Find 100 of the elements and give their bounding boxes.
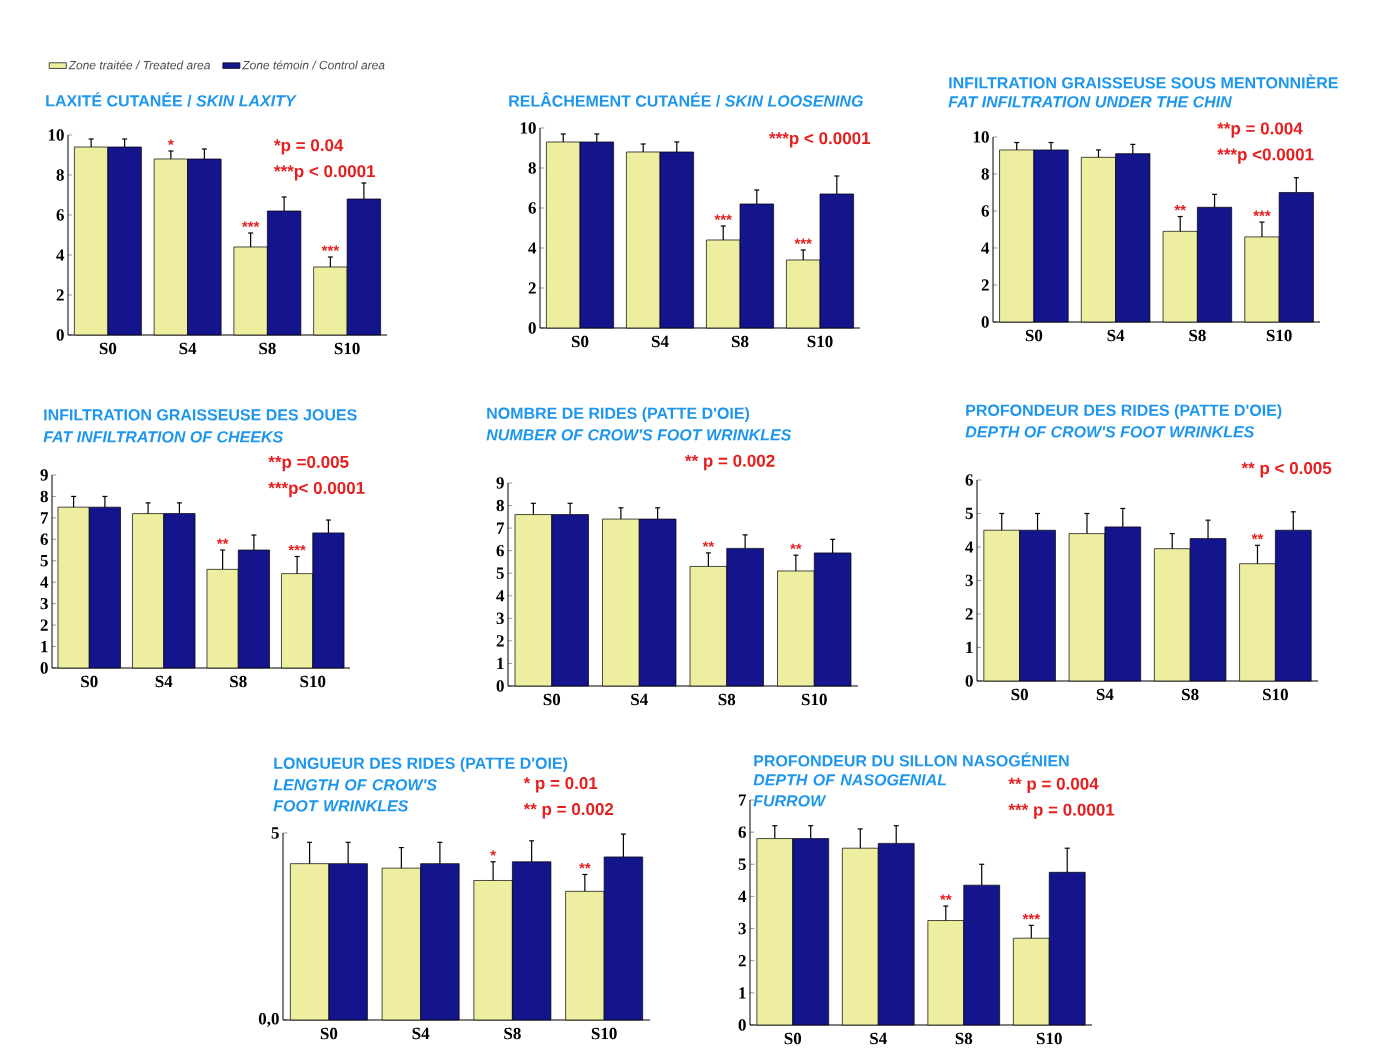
y-tick-label: 4 — [965, 541, 974, 553]
x-tick-label: S8 — [731, 335, 749, 348]
y-tick-label: 7 — [496, 522, 505, 534]
annotation: ** — [579, 862, 591, 869]
annotation: * — [490, 850, 497, 856]
x-tick-label: S0 — [1011, 688, 1028, 701]
chart-title: NOMBRE DE RIDES (PATTE D'OIE) — [487, 407, 750, 423]
annotation: ** — [1251, 533, 1264, 540]
x-tick-label: S4 — [651, 335, 669, 348]
text: ** p < 0.005 — [1241, 462, 1332, 478]
annotation: *** — [321, 245, 340, 252]
text: ** p = 0.004 — [1008, 777, 1099, 794]
y-tick-label: 2 — [496, 635, 504, 647]
legend-label: Zone traitée / Treated area — [68, 60, 211, 70]
y-tick-label: 4 — [40, 576, 49, 588]
x-tick-label: S4 — [870, 1032, 887, 1045]
annotation: *** — [1022, 913, 1041, 920]
y-tick-label: 2 — [981, 279, 989, 291]
y-tick-label: 1 — [41, 640, 48, 653]
y-tick-label: 6 — [40, 533, 48, 546]
annotation: ***p< 0.0001 — [268, 481, 365, 498]
y-tick-label: 5 — [965, 507, 973, 520]
y-tick-label: 5 — [40, 555, 48, 567]
y-tick-label: 3 — [496, 612, 504, 625]
x-tick-label: S8 — [718, 693, 736, 706]
y-tick-label: 8 — [40, 490, 48, 503]
x-tick-label: S8 — [1182, 688, 1199, 701]
x-tick-label: S10 — [1263, 688, 1288, 701]
chart-title: RELÂCHEMENT CUTANÉE / SKIN LOOSENING — [509, 92, 863, 107]
y-tick-label: 4 — [738, 890, 747, 903]
y-tick-label: 2 — [40, 619, 48, 631]
annotation: * — [168, 139, 174, 146]
y-tick-label: 5 — [738, 858, 746, 870]
annotation: *p = 0.04 — [274, 139, 344, 155]
x-tick-label: S4 — [179, 342, 197, 355]
y-tick-label: 0 — [965, 675, 973, 687]
y-tick-label: 8 — [56, 169, 64, 181]
y-tick-label: 6 — [528, 202, 536, 214]
y-tick-label: 4 — [981, 242, 990, 254]
y-tick-label: 0 — [40, 662, 48, 674]
x-tick-label: S8 — [230, 675, 247, 688]
chart-title: INFILTRATION GRAISSEUSE DES JOUES — [44, 409, 357, 421]
y-tick-label: 5 — [271, 827, 279, 839]
y-tick-label: 8 — [496, 499, 504, 512]
chart-subtitle: FAT INFILTRATION UNDER THE CHIN — [948, 96, 1232, 108]
annotation: ***p < 0.0001 — [274, 165, 376, 181]
x-tick-label: S4 — [631, 693, 648, 706]
chart-subtitle: DEPTH OF CROW'S FOOT WRINKLES — [965, 426, 1255, 438]
y-tick-label: 9 — [40, 469, 48, 481]
y-tick-label: 5 — [496, 567, 504, 579]
y-tick-label: 6 — [56, 209, 64, 221]
x-tick-label: S10 — [801, 693, 827, 706]
y-tick-label: 4 — [56, 249, 65, 261]
y-tick-label: 1 — [739, 987, 746, 999]
y-tick-label: 0 — [738, 1019, 746, 1031]
y-tick-label: 7 — [40, 512, 49, 524]
x-tick-label: S8 — [955, 1032, 973, 1045]
annotation: *** p = 0.0001 — [1008, 803, 1115, 820]
chart-subtitle: FAT INFILTRATION OF CHEEKS — [43, 431, 284, 443]
annotation: *** — [1253, 210, 1271, 217]
text: **p =0.005 — [268, 455, 349, 472]
chart-title: LONGUEUR DES RIDES (PATTE D'OIE) — [274, 757, 568, 773]
x-tick-label: S0 — [320, 1027, 338, 1040]
chart-subtitle: DEPTH OF NASOGENIAL FURROW — [753, 774, 947, 807]
y-tick-label: 8 — [528, 162, 536, 174]
annotation: *** — [241, 221, 260, 228]
x-tick-label: S10 — [1266, 329, 1292, 342]
y-tick-label: 6 — [738, 826, 746, 838]
x-tick-label: S10 — [1036, 1032, 1062, 1045]
annotation: ***p < 0.0001 — [769, 132, 871, 148]
chart-title: PROFONDEUR DU SILLON NASOGÉNIEN — [754, 752, 1069, 767]
chart-title: INFILTRATION GRAISSEUSE SOUS MENTONNIÈRE — [949, 74, 1338, 89]
x-tick-label: S8 — [1189, 329, 1206, 342]
x-tick-label: S4 — [1096, 688, 1114, 701]
y-tick-label: 9 — [496, 477, 504, 489]
y-tick-label: 0 — [981, 316, 989, 328]
y-tick-label: 1 — [966, 641, 973, 654]
y-tick-label: 10 — [973, 131, 989, 143]
x-tick-label: S0 — [784, 1032, 802, 1045]
chart-subtitle: LENGTH OF CROW'S FOOT WRINKLES — [273, 779, 437, 812]
y-tick-label: 2 — [528, 282, 536, 294]
y-tick-label: 3 — [738, 922, 746, 935]
annotation: ** — [702, 541, 715, 547]
chart-title: PROFONDEUR DES RIDES (PATTE D'OIE) — [966, 404, 1282, 420]
y-tick-label: 2 — [965, 608, 973, 620]
y-tick-label: 8 — [981, 168, 989, 180]
x-tick-label: S4 — [1107, 329, 1125, 342]
y-tick-label: 2 — [56, 289, 64, 301]
annotation: ** — [1174, 205, 1187, 211]
y-tick-label: 2 — [738, 955, 746, 967]
annotation: **p = 0.004 — [1217, 122, 1303, 138]
y-tick-label: 1 — [497, 657, 504, 670]
y-tick-label: 7 — [738, 794, 747, 806]
y-tick-label: 0 — [496, 680, 504, 692]
legend-label: Zone témoin / Control area — [242, 60, 385, 70]
text: ** p = 0.002 — [523, 803, 614, 819]
y-tick-label: 0 — [528, 322, 536, 334]
annotation: ** — [790, 543, 802, 550]
x-tick-label: S0 — [81, 675, 98, 688]
y-tick-label: 3 — [40, 597, 48, 610]
